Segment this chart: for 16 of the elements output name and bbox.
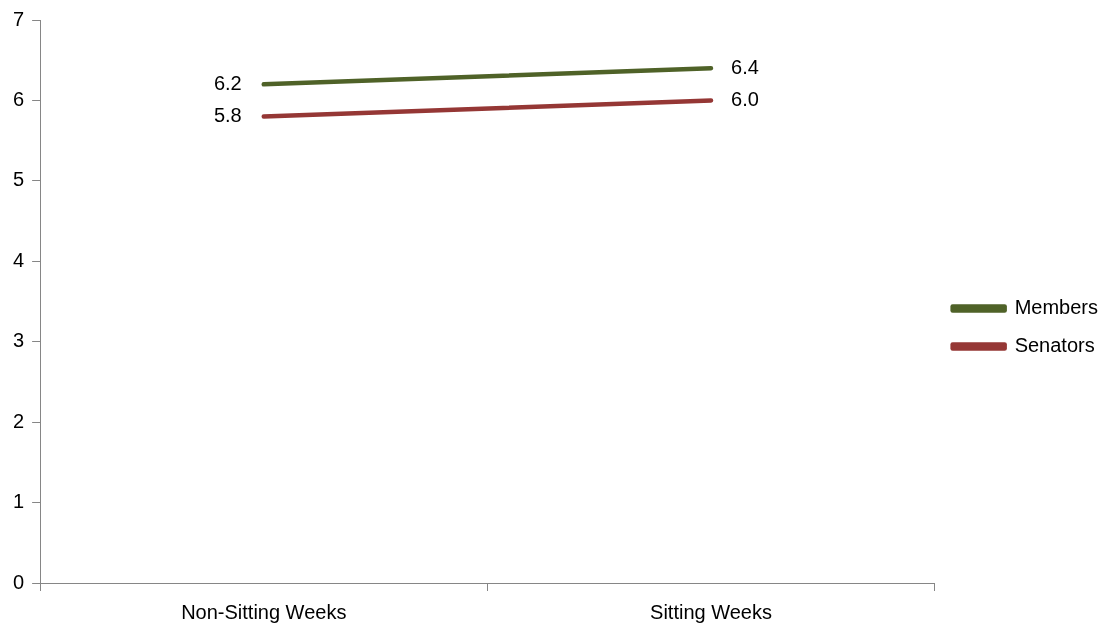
- y-tick-label: 3: [13, 329, 25, 352]
- x-tick-label: Sitting Weeks: [650, 600, 772, 623]
- data-label: 5.8: [213, 104, 242, 127]
- y-tick-label: 5: [13, 168, 25, 191]
- y-tick-label: 1: [13, 490, 25, 513]
- y-tick-label: 6: [13, 87, 25, 110]
- legend-label: Senators: [1014, 334, 1095, 357]
- y-tick-label: 2: [13, 409, 25, 432]
- data-label: 6.4: [731, 55, 759, 78]
- y-tick-label: 4: [13, 248, 25, 271]
- legend-label: Members: [1014, 296, 1099, 319]
- y-tick-label: 0: [13, 570, 25, 593]
- data-label: 6.2: [213, 71, 242, 94]
- y-tick-label: 7: [13, 7, 25, 30]
- data-label: 6.0: [731, 87, 759, 110]
- x-tick-label: Non-Sitting Weeks: [181, 600, 347, 623]
